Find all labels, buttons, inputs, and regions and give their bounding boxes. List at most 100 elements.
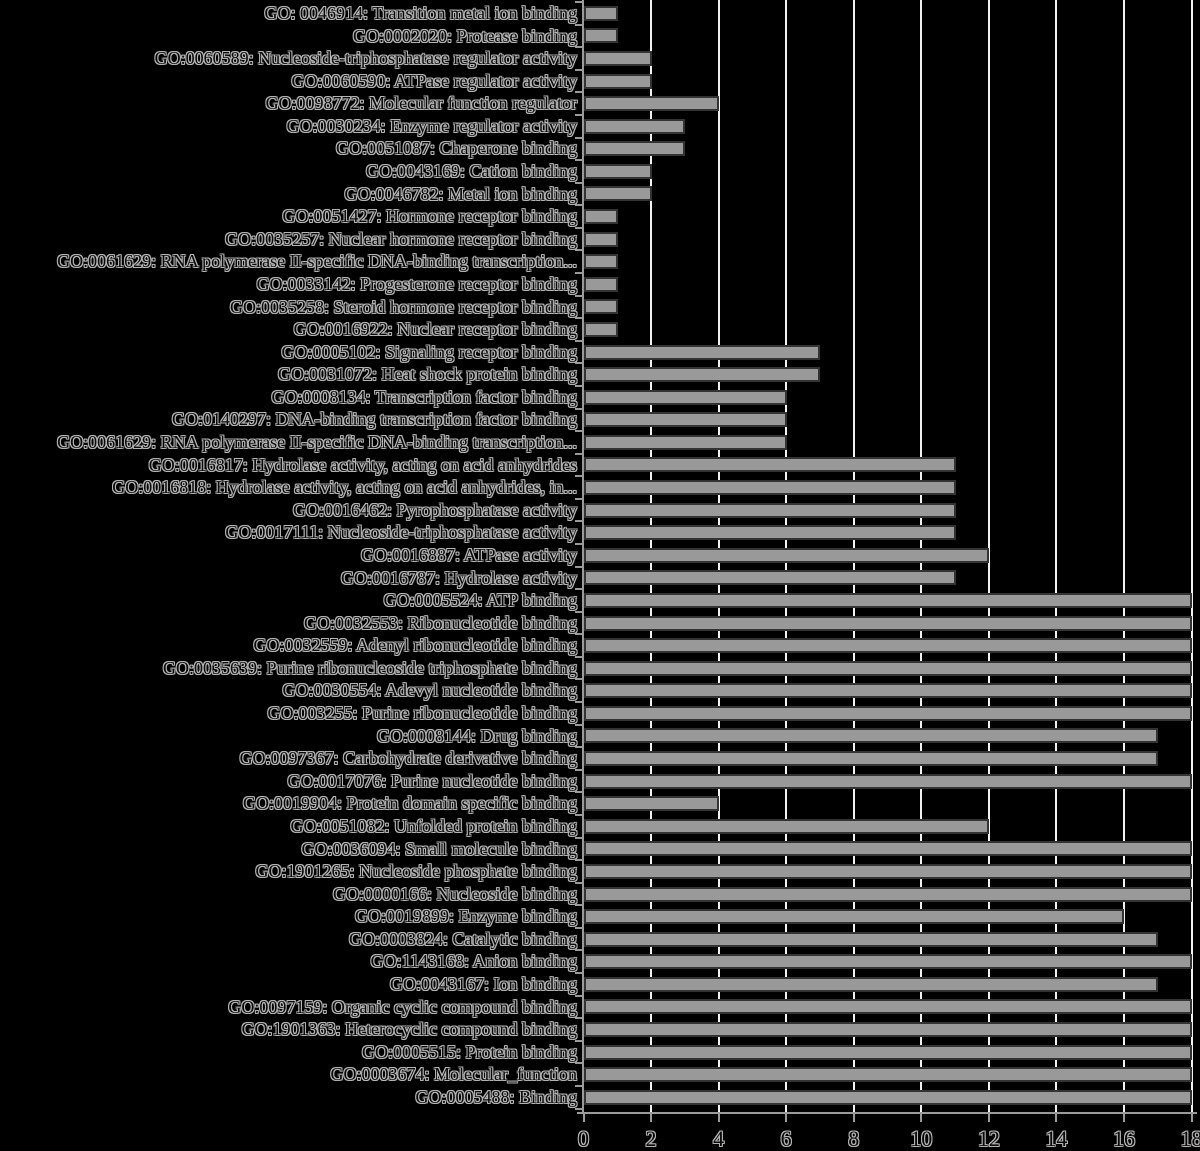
y-tick	[575, 91, 582, 94]
bar	[584, 841, 1192, 857]
category-label: GO:0051087: Chaperone binding	[336, 138, 577, 159]
category-label: GO:1901363: Heterocyclic compound bindin…	[241, 1019, 577, 1040]
category-label: GO:0030234: Enzyme regulator activity	[286, 115, 577, 136]
bar	[584, 1089, 1192, 1105]
category-label: GO:0000166: Nucleoside binding	[333, 883, 577, 904]
y-tick	[575, 949, 582, 952]
category-label: GO:0016887: ATPase activity	[361, 544, 577, 565]
bar	[584, 570, 956, 586]
category-label: GO:0035639: Purine ribonucleoside tripho…	[163, 657, 577, 678]
x-axis-spine	[576, 1112, 1197, 1114]
y-tick	[575, 1107, 582, 1110]
x-tick	[1190, 1114, 1193, 1122]
category-label: GO:0031072: Heat shock protein binding	[278, 364, 577, 385]
y-tick	[575, 701, 582, 704]
y-tick	[575, 881, 582, 884]
y-tick	[575, 384, 582, 387]
category-label: GO:0016462: Pyrophosphatase activity	[293, 499, 577, 520]
y-tick	[575, 655, 582, 658]
x-tick	[1055, 1114, 1058, 1122]
bar	[584, 796, 719, 812]
category-label: GO:0016787: Hydrolase activity	[341, 567, 577, 588]
x-tick-label: 2	[645, 1126, 657, 1151]
x-tick	[987, 1114, 990, 1122]
y-tick	[575, 159, 582, 162]
category-label: GO:0008144: Drug binding	[377, 725, 577, 746]
bar	[584, 638, 1192, 654]
gridline	[1122, 0, 1125, 1112]
y-tick	[575, 136, 582, 139]
category-label: GO:0033142: Progesterone receptor bindin…	[256, 273, 577, 294]
category-label: GO:0003674: Molecular_function	[330, 1064, 577, 1085]
category-label: GO:0016922: Nuclear receptor binding	[293, 319, 577, 340]
x-tick-label: 8	[848, 1126, 860, 1151]
bar	[584, 118, 685, 134]
bar	[584, 1044, 1192, 1060]
bar	[584, 389, 787, 405]
y-tick	[575, 1084, 582, 1087]
bar	[584, 457, 956, 473]
gridline	[1190, 0, 1193, 1112]
y-tick	[575, 407, 582, 410]
y-tick	[575, 1017, 582, 1020]
x-tick-label: 14	[1045, 1126, 1068, 1151]
category-label: GO:0046782: Metal ion binding	[344, 183, 578, 204]
category-label: GO:0051082: Unfolded protein binding	[290, 815, 577, 836]
y-tick	[575, 497, 582, 500]
x-tick-label: 4	[713, 1126, 725, 1151]
x-tick-label: 12	[977, 1126, 1000, 1151]
y-tick	[575, 768, 582, 771]
bar	[584, 344, 820, 360]
y-tick	[575, 813, 582, 816]
y-tick	[575, 565, 582, 568]
category-label: GO:0061629: RNA polymerase II-specific D…	[57, 432, 577, 453]
x-tick-label: 0	[578, 1126, 589, 1151]
y-tick	[575, 972, 582, 975]
bar	[584, 186, 652, 202]
category-label: GO:0017076: Purine nucleotide binding	[287, 770, 577, 791]
y-tick	[575, 294, 582, 297]
category-label: GO:003255: Purine ribonucleotide binding	[267, 703, 577, 724]
y-tick	[575, 430, 582, 433]
bar	[584, 141, 685, 157]
bar	[584, 909, 1124, 925]
category-label: GO:0032553: Ribonucleotide binding	[304, 612, 577, 633]
bar	[584, 276, 618, 292]
y-tick	[575, 475, 582, 478]
bar	[584, 96, 719, 112]
y-tick	[575, 836, 582, 839]
category-label: GO:1143168: Anion binding	[370, 951, 577, 972]
bar	[584, 863, 1192, 879]
y-tick	[575, 633, 582, 636]
y-tick	[575, 859, 582, 862]
x-tick	[920, 1114, 923, 1122]
x-tick	[1122, 1114, 1125, 1122]
bar	[584, 1067, 1192, 1083]
category-label: GO:0043169: Cation binding	[366, 161, 577, 182]
category-label: GO:0043167: Ion binding	[390, 974, 577, 995]
category-label: GO:0016817: Hydrolase activity, acting o…	[148, 454, 577, 475]
category-label: GO:0005524: ATP binding	[383, 590, 577, 611]
y-tick	[575, 520, 582, 523]
category-label: GO:0098772: Molecular function regulator	[265, 93, 577, 114]
bar	[584, 705, 1192, 721]
y-tick	[575, 452, 582, 455]
y-tick	[575, 904, 582, 907]
bar	[584, 163, 652, 179]
category-label: GO:0032559: Adenyl ribonucleotide bindin…	[253, 635, 577, 656]
y-tick	[575, 113, 582, 116]
bar	[584, 5, 618, 21]
y-tick	[575, 46, 582, 49]
category-label: GO:0061629: RNA polymerase II-specific D…	[57, 251, 577, 272]
bar	[584, 299, 618, 315]
category-label: GO:0008134: Transcription factor binding	[271, 386, 577, 407]
category-label: GO:0035257: Nuclear hormone receptor bin…	[225, 228, 577, 249]
category-label: GO:0060590: ATPase regulator activity	[291, 70, 577, 91]
bar	[584, 547, 989, 563]
x-tick-label: 10	[910, 1126, 933, 1151]
y-tick	[575, 994, 582, 997]
y-tick	[575, 317, 582, 320]
bar	[584, 931, 1158, 947]
bar	[584, 728, 1158, 744]
